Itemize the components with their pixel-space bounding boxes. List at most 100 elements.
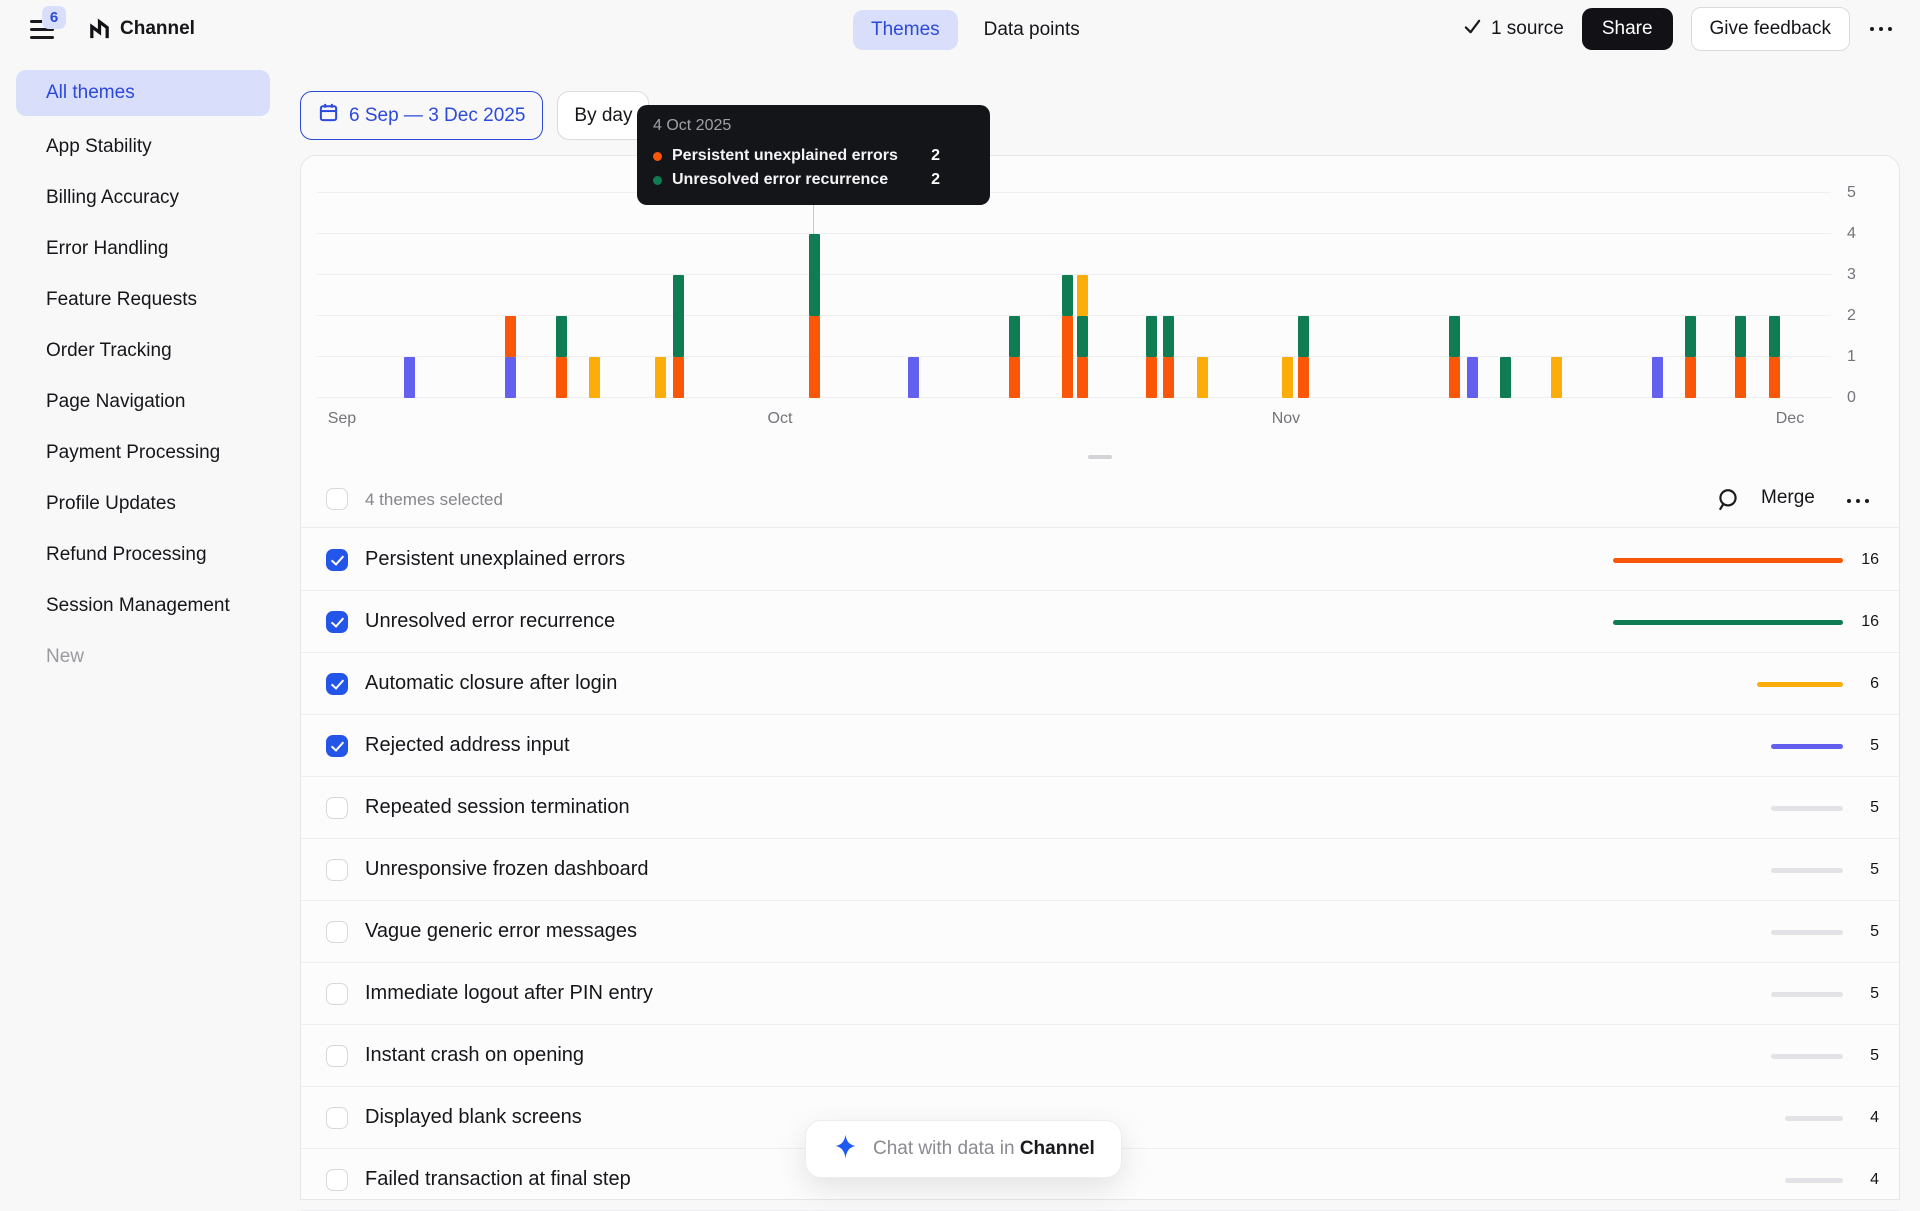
bar-segment-green [555,316,567,357]
gridline-3 [317,274,1831,275]
sidebar-item-refund-processing[interactable]: Refund Processing [46,543,207,565]
chart-bar[interactable] [1449,316,1461,398]
bar-segment-green [1734,316,1746,357]
x-tick-nov: Nov [1271,410,1301,427]
sidebar-item-all-themes[interactable]: All themes [16,70,270,116]
chart-bar[interactable] [1163,316,1175,398]
sidebar-item-payment-processing[interactable]: Payment Processing [46,441,221,463]
search-icon[interactable] [1715,487,1741,518]
table-row-automatic-closure-after-login[interactable]: Automatic closure after login 6 [301,653,1899,715]
table-row-unresolved-error-recurrence[interactable]: Unresolved error recurrence 16 [301,591,1899,653]
theme-count: 5 [1870,737,1879,754]
table-row-persistent-unexplained-errors[interactable]: Persistent unexplained errors 16 [301,529,1899,591]
chart-bar[interactable] [504,316,516,398]
value-bar [1613,620,1843,625]
table-row-instant-crash-on-opening[interactable]: Instant crash on opening 5 [301,1025,1899,1087]
chart-bar[interactable] [1551,357,1563,398]
sidebar-item-billing-accuracy[interactable]: Billing Accuracy [46,186,180,208]
sidebar-item-session-management[interactable]: Session Management [46,594,230,616]
chart-bar[interactable] [1466,357,1478,398]
row-checkbox[interactable] [326,673,348,695]
table-row-rejected-address-input[interactable]: Rejected address input 5 [301,715,1899,777]
merge-button[interactable]: Merge [1761,487,1815,508]
row-checkbox[interactable] [326,1107,348,1129]
themes-count-badge: 6 [42,6,66,29]
y-tick-2: 2 [1847,307,1856,324]
sidebar-item-error-handling[interactable]: Error Handling [46,237,169,259]
chat-with-data-button[interactable]: Chat with data in Channel [805,1120,1122,1178]
bar-segment-green [1298,316,1310,357]
chart-bar[interactable] [1769,316,1781,398]
sidebar-item-profile-updates[interactable]: Profile Updates [46,492,176,514]
chart-bar[interactable] [808,234,820,398]
table-row-immediate-logout-after-pin-entry[interactable]: Immediate logout after PIN entry 5 [301,963,1899,1025]
date-range-button[interactable]: 6 Sep — 3 Dec 2025 [300,91,544,140]
table-header: 4 themes selected Merge [301,473,1899,528]
chart-bar[interactable] [1651,357,1663,398]
chart-bar[interactable] [1197,357,1209,398]
chart-bar[interactable] [555,316,567,398]
bar-segment-blue [404,357,416,398]
give-feedback-button[interactable]: Give feedback [1690,7,1850,51]
value-bar [1771,930,1843,935]
chart-bar[interactable] [588,357,600,398]
row-checkbox[interactable] [326,797,348,819]
bar-segment-green [1769,316,1781,357]
sidebar-item-feature-requests[interactable]: Feature Requests [46,288,198,310]
table-overflow-menu-icon[interactable] [1845,493,1871,509]
chart-bar[interactable] [1061,275,1073,398]
row-checkbox[interactable] [326,549,348,571]
tab-themes[interactable]: Themes [853,10,958,50]
overflow-menu-icon[interactable] [1868,21,1894,37]
chart-bar[interactable] [1734,316,1746,398]
sidebar-item-app-stability[interactable]: App Stability [46,135,152,157]
chart-bar[interactable] [1077,275,1089,398]
table-row-unresponsive-frozen-dashboard[interactable]: Unresponsive frozen dashboard 5 [301,839,1899,901]
row-checkbox[interactable] [326,859,348,881]
share-button[interactable]: Share [1581,8,1673,50]
chart-bar[interactable] [655,357,667,398]
chart-bar[interactable] [1009,316,1021,398]
date-range-label: 6 Sep — 3 Dec 2025 [349,104,526,126]
row-checkbox[interactable] [326,921,348,943]
bar-segment-green [1146,316,1158,357]
granularity-button[interactable]: By day [557,91,650,140]
chart-bar[interactable] [1500,357,1512,398]
bar-segment-orange [555,357,567,398]
chart-bar[interactable] [1298,316,1310,398]
bar-segment-green [1077,316,1089,357]
bar-segment-green [1684,316,1696,357]
chart-bar[interactable] [1146,316,1158,398]
x-tick-sep: Sep [327,410,357,427]
bar-segment-yellow [655,357,667,398]
row-checkbox[interactable] [326,983,348,1005]
row-checkbox[interactable] [326,611,348,633]
sidebar-item-order-tracking[interactable]: Order Tracking [46,339,172,361]
theme-label: Persistent unexplained errors [365,548,626,570]
source-status[interactable]: 1 source [1463,17,1564,42]
sidebar-item-new[interactable]: New [46,645,85,667]
chart-bar[interactable] [1282,357,1294,398]
bar-segment-orange [1449,357,1461,398]
chart-bar[interactable] [1684,316,1696,398]
value-bar [1771,992,1843,997]
theme-count: 4 [1870,1171,1879,1188]
row-checkbox[interactable] [326,1045,348,1067]
sidebar-item-page-navigation[interactable]: Page Navigation [46,390,186,412]
row-checkbox[interactable] [326,1169,348,1191]
tooltip-date: 4 Oct 2025 [653,117,732,134]
table-row-repeated-session-termination[interactable]: Repeated session termination 5 [301,777,1899,839]
stacked-bar-chart[interactable] [317,192,1831,398]
row-checkbox[interactable] [326,735,348,757]
legend-dot-green [653,175,662,185]
chart-bar[interactable] [673,275,685,398]
hamburger-menu-icon[interactable] [30,20,56,40]
select-all-checkbox[interactable] [326,488,348,510]
chart-bar[interactable] [908,357,920,398]
chart-resize-handle[interactable] [1088,455,1112,459]
table-row-vague-generic-error-messages[interactable]: Vague generic error messages 5 [301,901,1899,963]
chart-bar[interactable] [404,357,416,398]
tab-data-points[interactable]: Data points [983,19,1080,40]
source-label: 1 source [1490,18,1564,39]
gridline-2 [317,315,1831,316]
